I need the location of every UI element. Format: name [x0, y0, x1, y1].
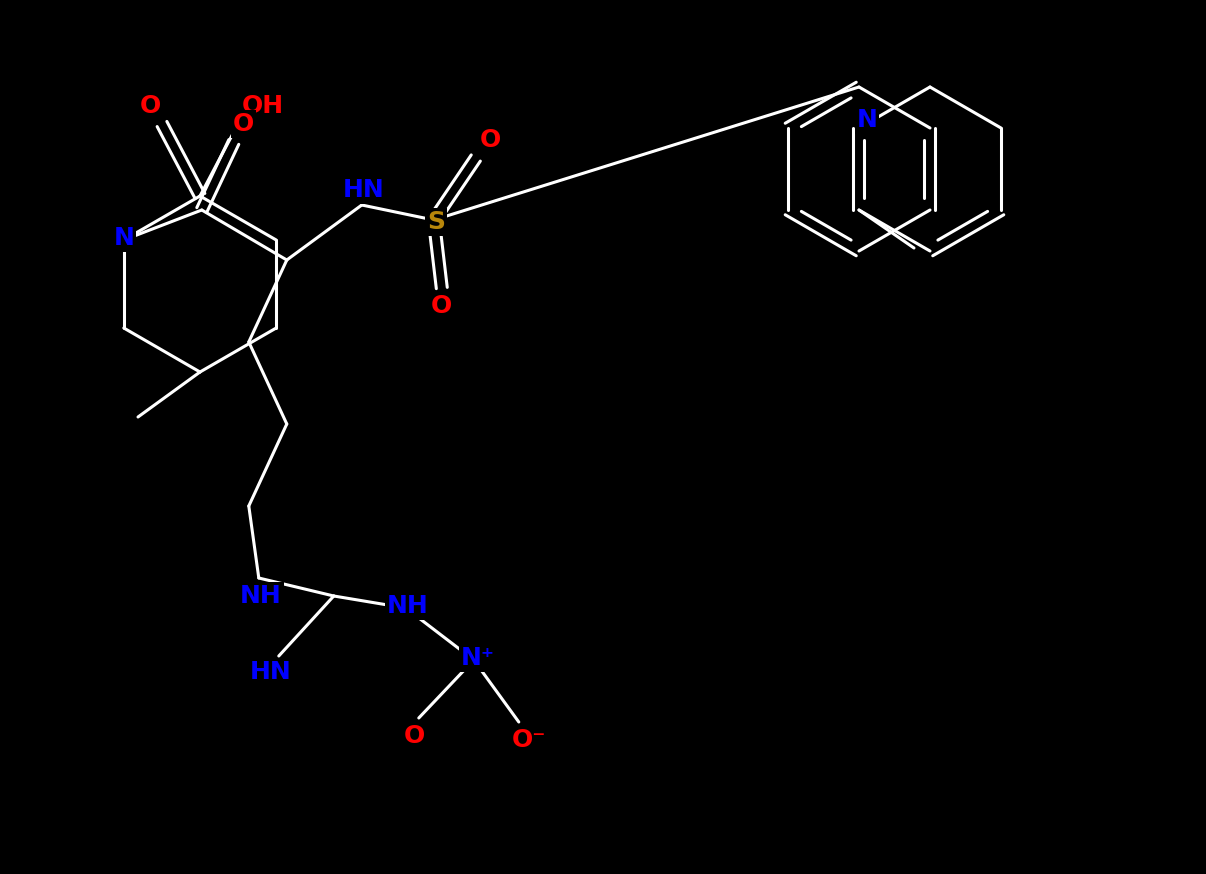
Text: S: S: [427, 210, 445, 234]
Text: O: O: [404, 724, 426, 748]
Text: N: N: [856, 108, 878, 132]
Text: O⁻: O⁻: [511, 728, 546, 752]
Text: NH: NH: [387, 594, 428, 618]
Text: N⁺: N⁺: [461, 646, 494, 670]
Text: O: O: [233, 112, 254, 136]
Text: HN: HN: [250, 660, 292, 684]
Text: HN: HN: [343, 178, 385, 202]
Text: N: N: [113, 226, 134, 250]
Text: O: O: [140, 94, 160, 118]
Text: NH: NH: [240, 584, 282, 608]
Text: O: O: [432, 294, 452, 318]
Text: OH: OH: [242, 94, 285, 118]
Text: O: O: [480, 128, 502, 152]
